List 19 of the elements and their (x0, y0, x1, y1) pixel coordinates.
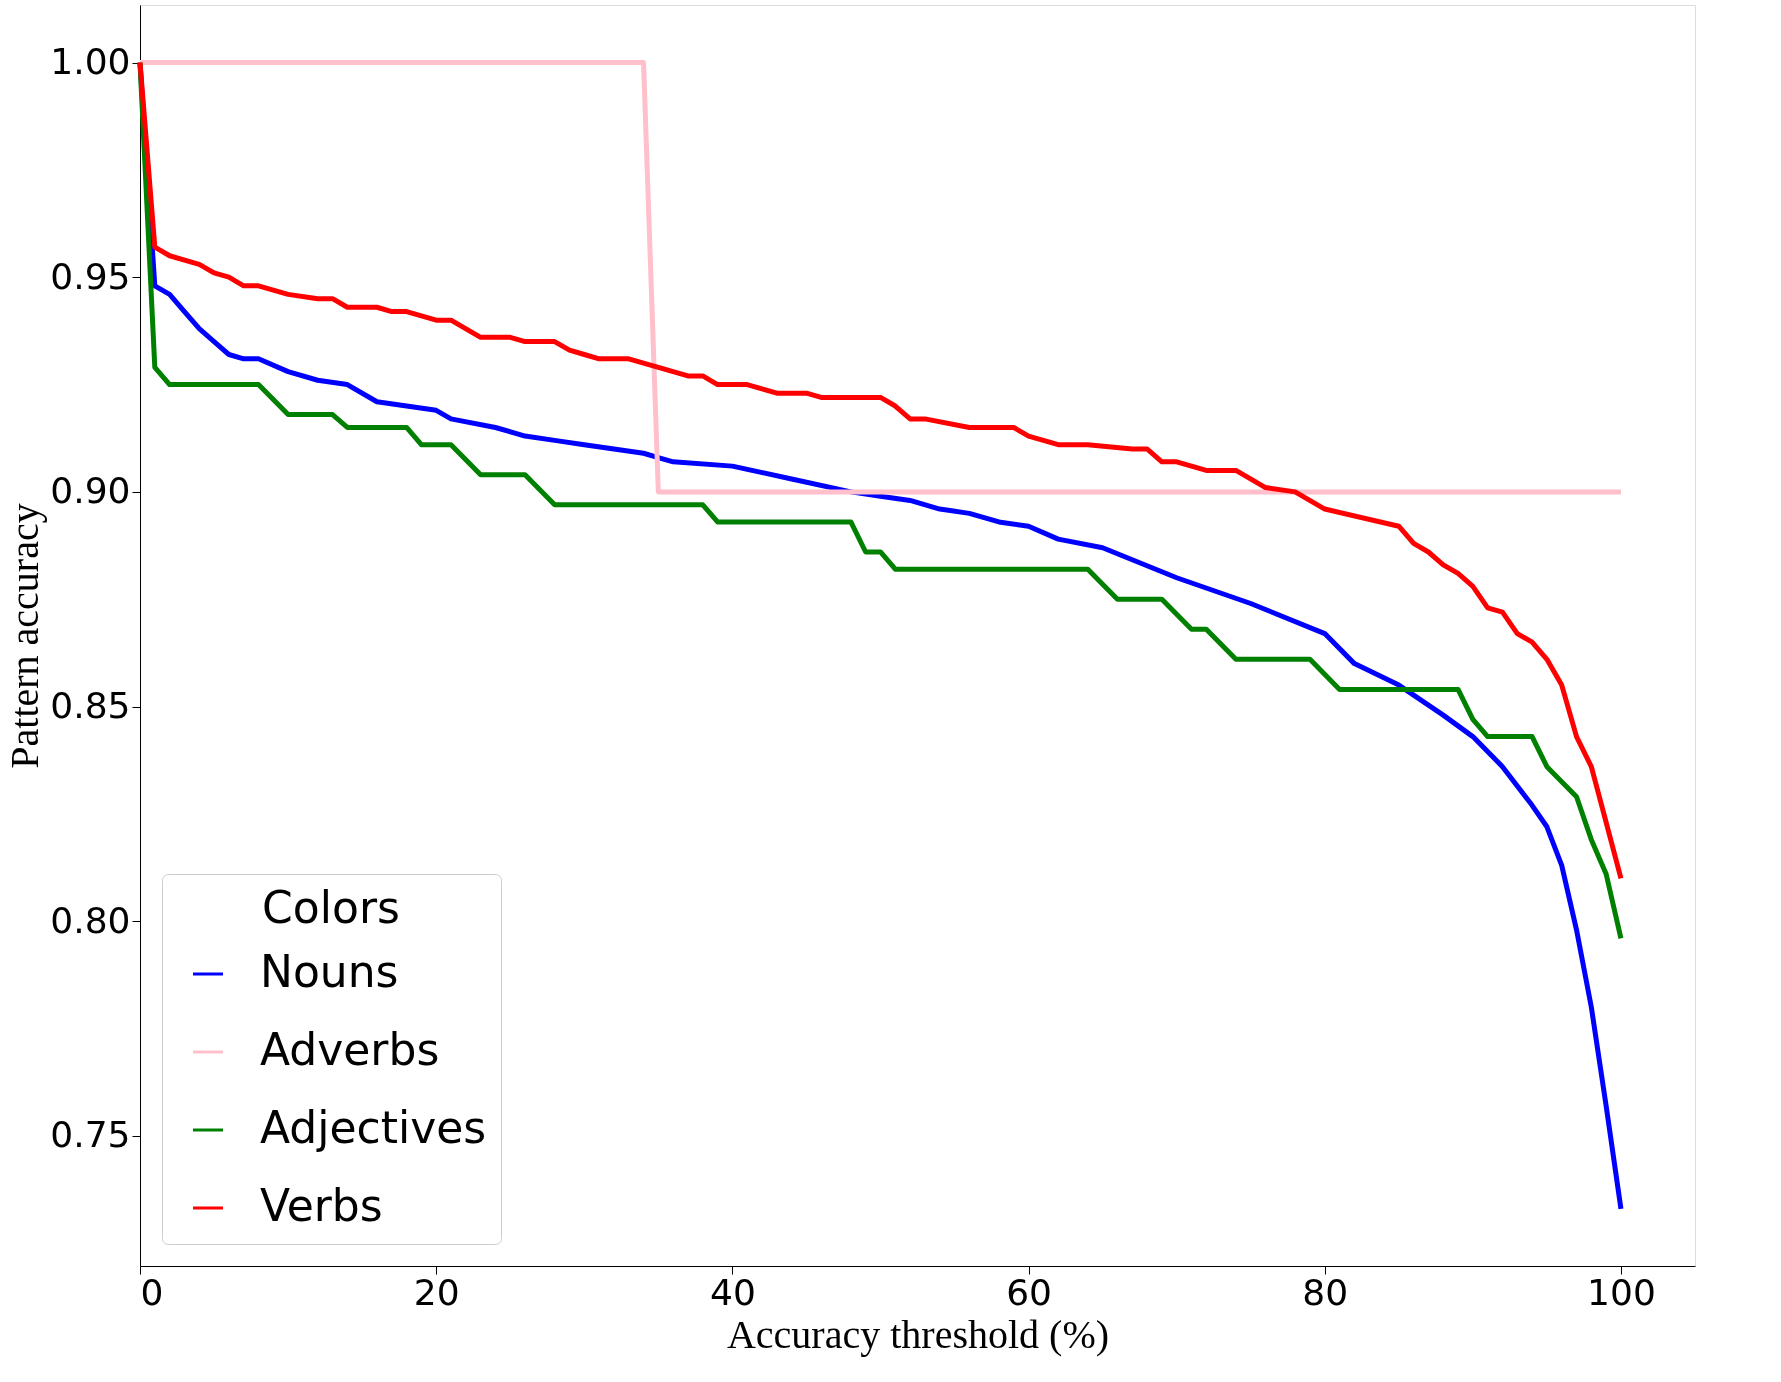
legend-title: Colors (262, 882, 400, 933)
y-tick-label: 0.95 (50, 255, 131, 297)
y-tick-label: 0.80 (50, 899, 131, 941)
y-tick-label: 0.85 (50, 685, 131, 727)
y-axis-title: Pattern accuracy (2, 503, 48, 769)
x-tick-label: 60 (1006, 1271, 1052, 1313)
x-tick-label: 20 (413, 1271, 460, 1313)
legend-label: Verbs (260, 1180, 383, 1231)
legend-label: Adjectives (260, 1102, 487, 1153)
x-tick-label: 100 (1587, 1271, 1656, 1313)
x-tick-label: 80 (1302, 1271, 1349, 1313)
x-tick-label: 40 (709, 1271, 756, 1313)
x-axis-title: Accuracy threshold (%) (726, 1311, 1110, 1357)
y-tick-label: 0.90 (50, 470, 131, 512)
y-tick-label: 1.00 (50, 41, 131, 83)
y-tick-label: 0.75 (50, 1114, 131, 1156)
legend-label: Nouns (260, 946, 399, 997)
x-tick-label: 0 (140, 1271, 164, 1313)
legend-label: Adverbs (260, 1024, 440, 1075)
